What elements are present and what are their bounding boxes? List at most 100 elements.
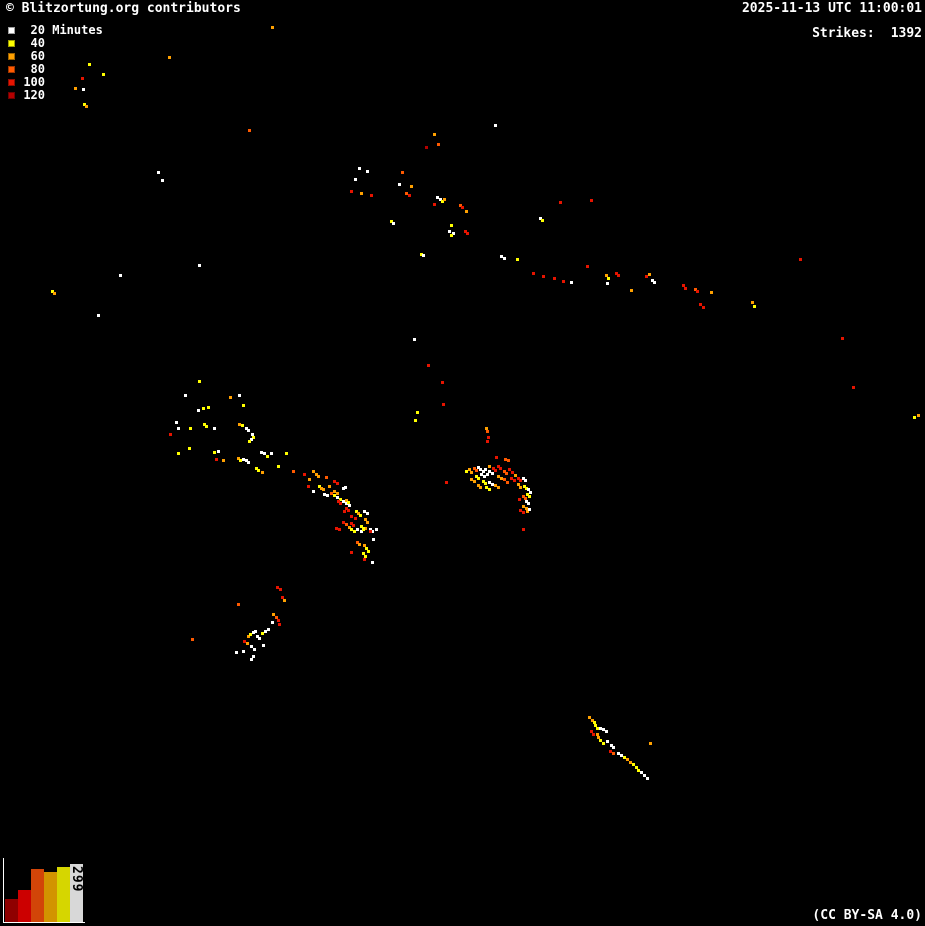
strike-dot <box>363 558 366 561</box>
strike-dot <box>494 484 497 487</box>
strike-dot <box>336 496 339 499</box>
strike-dot <box>477 484 480 487</box>
strike-dot <box>198 264 201 267</box>
strike-dot <box>522 477 525 480</box>
strike-dot <box>272 613 275 616</box>
strike-dot <box>342 487 345 490</box>
strike-dot <box>433 133 436 136</box>
strike-dot <box>526 493 529 496</box>
legend-unit-label: Minutes <box>45 23 103 37</box>
strike-dot <box>525 500 528 503</box>
strike-dot <box>553 277 556 280</box>
strike-dot <box>507 459 510 462</box>
strike-dot <box>612 746 615 749</box>
strike-dot <box>247 635 250 638</box>
strike-dot <box>682 284 685 287</box>
strike-dot <box>318 485 321 488</box>
strike-dot <box>486 473 489 476</box>
strike-dot <box>607 277 610 280</box>
strike-dot <box>267 628 270 631</box>
strike-dot <box>651 279 654 282</box>
strike-dot <box>364 518 367 521</box>
strike-dot <box>354 178 357 181</box>
strike-dot <box>344 486 347 489</box>
strike-dot <box>247 461 250 464</box>
strike-dot <box>511 471 514 474</box>
strike-dot <box>475 469 478 472</box>
strike-dot <box>336 482 339 485</box>
strike-dot <box>488 465 491 468</box>
strike-dot <box>522 511 525 514</box>
strike-dot <box>913 416 916 419</box>
strike-dot <box>441 381 444 384</box>
strike-dot <box>350 522 353 525</box>
strike-dot <box>239 459 242 462</box>
age-legend: 20 Minutes 40 60 80 100 120 <box>8 24 103 102</box>
strike-dot <box>371 561 374 564</box>
histogram-bar <box>31 869 44 922</box>
strike-dot <box>283 599 286 602</box>
strike-dot <box>367 550 370 553</box>
strike-dot <box>119 274 122 277</box>
strike-dot <box>519 509 522 512</box>
strike-dot <box>337 500 340 503</box>
strike-dot <box>157 171 160 174</box>
strike-dot <box>646 777 649 780</box>
strike-dot <box>372 538 375 541</box>
strike-dot <box>370 194 373 197</box>
strike-dot <box>436 196 439 199</box>
strike-dot <box>243 640 246 643</box>
strike-dot <box>437 143 440 146</box>
strike-dot <box>702 306 705 309</box>
strike-dot <box>53 292 56 295</box>
strike-dot <box>271 621 274 624</box>
strike-dot <box>102 73 105 76</box>
strike-dot <box>323 493 326 496</box>
strike-dot <box>355 510 358 513</box>
strike-dot <box>610 744 613 747</box>
strike-dot <box>398 183 401 186</box>
histogram-bar <box>57 867 70 922</box>
strike-dot <box>597 736 600 739</box>
strike-dot <box>500 477 503 480</box>
strike-dot <box>632 763 635 766</box>
strike-dot <box>358 543 361 546</box>
strike-dot <box>205 425 208 428</box>
strike-dot <box>479 486 482 489</box>
strike-dot <box>710 291 713 294</box>
strike-dot <box>261 471 264 474</box>
strike-dot <box>529 491 532 494</box>
strike-dot <box>252 631 255 634</box>
strike-dot <box>270 452 273 455</box>
strike-dot <box>491 472 494 475</box>
strike-dot <box>275 616 278 619</box>
strike-dot <box>263 452 266 455</box>
strike-dot <box>390 220 393 223</box>
strike-dot <box>177 427 180 430</box>
strike-dot <box>365 547 368 550</box>
strike-dot <box>517 483 520 486</box>
strike-dot <box>445 481 448 484</box>
strike-dot <box>524 497 527 500</box>
strike-dot <box>465 470 468 473</box>
strike-dot <box>448 230 451 233</box>
strike-dot <box>237 603 240 606</box>
legend-item: 20 Minutes <box>8 24 103 37</box>
strike-dot <box>441 200 444 203</box>
strike-dot <box>522 505 525 508</box>
strike-dot <box>83 103 86 106</box>
strike-dot <box>602 728 605 731</box>
strike-dot <box>439 198 442 201</box>
legend-swatch-icon <box>8 27 15 34</box>
strike-dot <box>168 56 171 59</box>
strike-dot <box>599 727 602 730</box>
strike-dot <box>242 650 245 653</box>
strike-dot <box>516 258 519 261</box>
strike-dot <box>330 492 333 495</box>
strike-dot <box>459 204 462 207</box>
strike-dot <box>177 452 180 455</box>
strike-dot <box>470 471 473 474</box>
strike-dot <box>591 719 594 722</box>
strike-dot <box>510 477 513 480</box>
